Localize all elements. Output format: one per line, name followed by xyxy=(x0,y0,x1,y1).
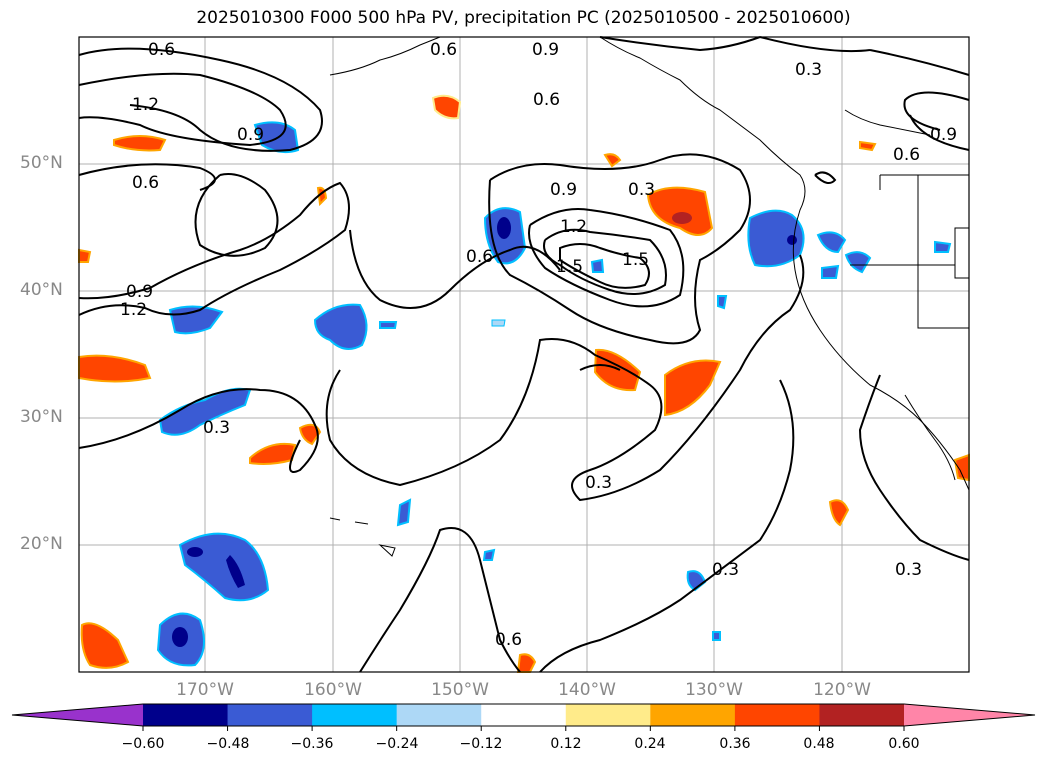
colorbar-bin xyxy=(396,704,482,726)
gridlines xyxy=(79,37,969,672)
colorbar-extend-low xyxy=(12,704,143,726)
contour-label: 1.2 xyxy=(560,217,587,237)
colorbar-bin xyxy=(481,704,567,726)
lon-label: 160°W xyxy=(304,680,362,700)
colorbar-tick-label: 0.60 xyxy=(888,736,920,752)
colorbar-bin xyxy=(227,704,313,726)
contour-label: 0.6 xyxy=(132,173,159,193)
colorbar-bin xyxy=(143,704,229,726)
plot-frame xyxy=(78,36,970,673)
precip-negative-patches xyxy=(156,121,952,667)
contour-label: 0.9 xyxy=(930,125,957,145)
map-title: 2025010300 F000 500 hPa PV, precipitatio… xyxy=(196,8,851,28)
contour-label: 0.9 xyxy=(532,40,559,60)
colorbar-tick-label: 0.12 xyxy=(550,736,582,752)
contour-label: 0.3 xyxy=(203,418,230,438)
lon-label: 130°W xyxy=(685,680,743,700)
colorbar-bin xyxy=(312,704,398,726)
precip-positive-patches xyxy=(78,94,970,673)
lat-label: 50°N xyxy=(20,153,63,173)
lon-label: 170°W xyxy=(176,680,234,700)
colorbar-extend-high xyxy=(904,704,1035,726)
colorbar-tick-label: −0.60 xyxy=(121,736,165,752)
contour-label: 0.6 xyxy=(148,40,175,60)
colorbar-tick-label: −0.12 xyxy=(459,736,503,752)
lon-label: 140°W xyxy=(558,680,616,700)
colorbar-tick-label: 0.36 xyxy=(719,736,751,752)
coastlines xyxy=(329,36,970,557)
contour-label-group: 0.6 0.6 0.9 0.3 1.2 0.9 0.6 0.6 0.9 0.6 … xyxy=(120,40,957,650)
contour-label: 0.6 xyxy=(893,145,920,165)
colorbar-bin xyxy=(734,704,820,726)
contour-label: 0.3 xyxy=(585,473,612,493)
lat-label: 40°N xyxy=(20,280,63,300)
contour-label: 0.9 xyxy=(126,282,153,302)
contour-label: 1.5 xyxy=(556,257,583,277)
contour-label: 0.9 xyxy=(550,180,577,200)
colorbar-tick-label: 0.24 xyxy=(634,736,666,752)
colorbar-tick-label: 0.48 xyxy=(803,736,835,752)
contour-label: 0.3 xyxy=(895,560,922,580)
colorbar-tick-label: −0.48 xyxy=(206,736,250,752)
lon-label: 150°W xyxy=(431,680,489,700)
contour-label: 0.3 xyxy=(712,560,739,580)
lat-label: 20°N xyxy=(20,534,63,554)
contour-label: 1.5 xyxy=(622,250,649,270)
contour-label: 0.6 xyxy=(533,90,560,110)
contour-label: 0.6 xyxy=(466,247,493,267)
colorbar-bin xyxy=(565,704,651,726)
plot-area: 0.6 0.6 0.9 0.3 1.2 0.9 0.6 0.6 0.9 0.6 … xyxy=(78,36,970,673)
contour-label: 1.2 xyxy=(120,300,147,320)
lon-label: 120°W xyxy=(813,680,871,700)
pv-contours xyxy=(78,36,970,673)
colorbar-tick-label: −0.24 xyxy=(375,736,419,752)
colorbar-tick-label: −0.36 xyxy=(290,736,334,752)
colorbar xyxy=(11,703,1036,731)
contour-label: 1.2 xyxy=(132,95,159,115)
contour-label: 0.6 xyxy=(430,40,457,60)
lat-label: 30°N xyxy=(20,407,63,427)
colorbar-bin xyxy=(650,704,736,726)
colorbar-bin xyxy=(819,704,905,726)
contour-label: 0.6 xyxy=(495,630,522,650)
contour-label: 0.3 xyxy=(628,180,655,200)
contour-label: 0.9 xyxy=(237,125,264,145)
contour-label: 0.3 xyxy=(795,60,822,80)
